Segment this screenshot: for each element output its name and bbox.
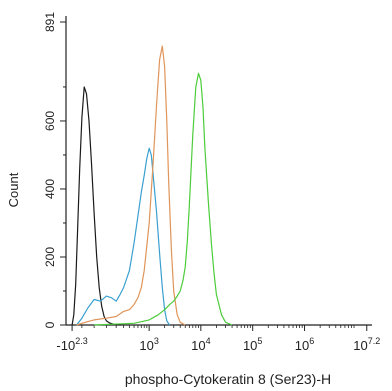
y-tick-label: 400 (43, 179, 57, 199)
histogram-series-2 (76, 147, 171, 326)
y-tick-label: 891 (43, 12, 57, 32)
histogram-series-1 (71, 86, 121, 326)
x-axis: -102.3 103 104 105 106 107.2 (56, 325, 380, 353)
x-axis-title: phospho-Cytokeratin 8 (Ser23)-H (125, 371, 331, 387)
x-tick-label: 105 (243, 336, 262, 353)
y-axis: 0 200 400 600 891 (43, 12, 66, 328)
y-axis-title: Count (6, 172, 21, 207)
x-tick-label: 106 (295, 336, 314, 353)
x-tick-label: -102.3 (56, 336, 87, 353)
x-tick-label: 104 (191, 336, 210, 353)
y-tick-label: 200 (43, 247, 57, 267)
plot-frame (65, 16, 372, 326)
series-layer (71, 45, 233, 326)
histogram-series-3 (76, 45, 186, 326)
x-tick-label: 103 (139, 336, 158, 353)
y-tick-label: 600 (43, 111, 57, 131)
x-tick-label: 107.2 (353, 336, 380, 353)
histogram-series-4 (94, 72, 233, 326)
y-tick-label: 0 (43, 321, 57, 328)
